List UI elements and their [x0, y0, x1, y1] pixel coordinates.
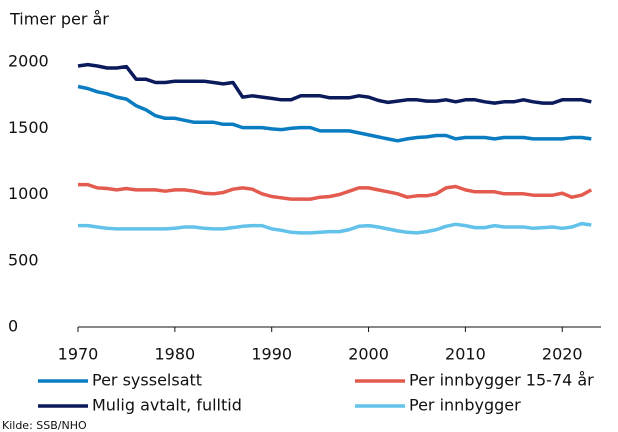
series-line [78, 221, 592, 235]
series-line [77, 62, 592, 105]
legend-label: Per innbygger [409, 396, 521, 415]
y-tick-label: 1000 [8, 184, 49, 203]
y-tick-label: 2000 [8, 52, 49, 71]
x-tick-label: 1990 [251, 345, 292, 364]
subtitle: Timer per år [9, 10, 109, 29]
x-tick-label: 1970 [58, 345, 99, 364]
series-line [78, 182, 593, 201]
x-tick-label: 2000 [348, 345, 389, 364]
source: Kilde: SSB/NHO [2, 419, 87, 432]
legend-label: Per innbygger 15-74 år [409, 371, 594, 390]
x-tick-label: 2020 [542, 345, 583, 364]
x-tick-label: 2010 [445, 345, 486, 364]
y-tick-label: 1500 [8, 118, 49, 137]
legend-label: Mulig avtalt, fulltid [92, 396, 242, 415]
x-tick-label: 1980 [154, 345, 195, 364]
y-tick-label: 500 [8, 250, 39, 269]
y-tick-label: 0 [8, 317, 18, 336]
legend-label: Per sysselsatt [92, 371, 202, 390]
series-line [77, 84, 592, 143]
